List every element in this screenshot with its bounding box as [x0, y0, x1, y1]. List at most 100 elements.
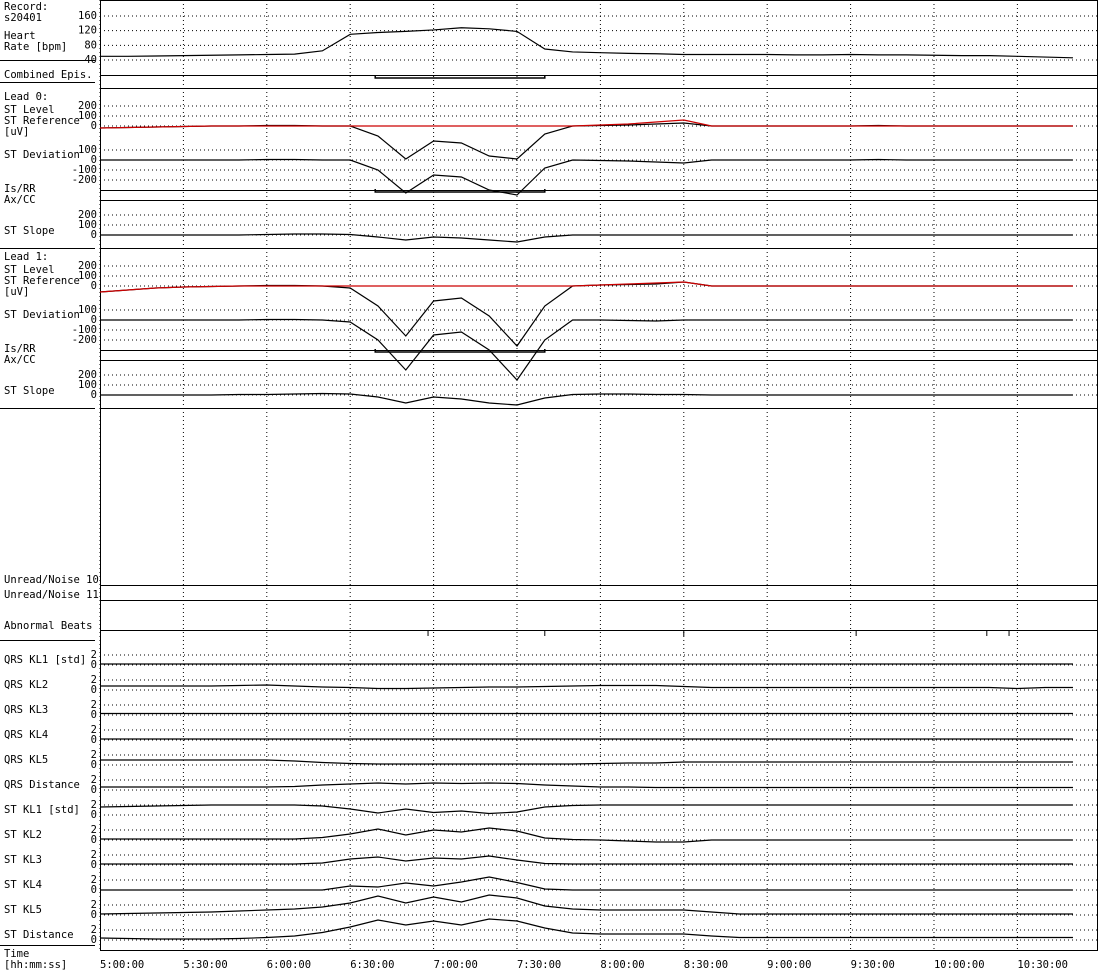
y-tick-label: -100: [72, 324, 97, 336]
panel-label: ST KL3: [4, 854, 42, 866]
trace: [99, 119, 1073, 129]
axis-label: [hh:mm:ss]: [4, 959, 67, 970]
y-tick-label: 100: [78, 379, 97, 391]
y-tick-label: 0: [91, 834, 97, 846]
y-tick-label: 2: [91, 874, 97, 886]
y-tick-label: 100: [78, 304, 97, 316]
panel-label: Lead 1:: [4, 251, 48, 263]
x-tick-label: 5:00:00: [100, 959, 144, 970]
y-tick-label: 100: [78, 219, 97, 231]
panel-label: Is/RR: [4, 343, 36, 355]
y-tick-label: 200: [78, 260, 97, 272]
trace: [99, 894, 1073, 915]
y-tick-label: -100: [72, 164, 97, 176]
episode: [374, 189, 546, 193]
y-tick-label: 2: [91, 699, 97, 711]
y-tick-label: 80: [84, 39, 97, 51]
panel-label: Rate [bpm]: [4, 41, 67, 53]
y-tick-label: 0: [91, 154, 97, 166]
panel-label: Ax/CC: [4, 354, 36, 366]
panel-label: ST KL2: [4, 829, 42, 841]
trace: [100, 27, 1073, 59]
x-tick-label: 8:00:00: [600, 959, 644, 970]
frame: [0, 0, 1098, 951]
panel-label: Is/RR: [4, 183, 36, 195]
panel-label: ST Reference: [4, 115, 80, 127]
y-tick-label: 0: [91, 934, 97, 946]
panel-label: ST Slope: [4, 385, 55, 397]
panel-label: QRS KL3: [4, 704, 48, 716]
panel-label: QRS KL2: [4, 679, 48, 691]
y-tick-label: -200: [72, 174, 97, 186]
y-tick-label: 0: [91, 229, 97, 241]
trace: [100, 827, 1073, 843]
episode: [374, 75, 546, 79]
x-tick-label: 10:30:00: [1017, 959, 1068, 970]
panel-label: Ax/CC: [4, 194, 36, 206]
y-tick-label: 100: [78, 270, 97, 282]
trace: [99, 122, 1073, 160]
panel-label: QRS Distance: [4, 779, 80, 791]
plot-frame: [100, 0, 1098, 951]
y-tick-label: 120: [78, 25, 97, 37]
y-tick-label: 100: [78, 110, 97, 122]
record-id: s20401: [4, 12, 42, 24]
trace: [100, 233, 1073, 243]
y-tick-label: 2: [91, 649, 97, 661]
y-tick-label: 2: [91, 724, 97, 736]
y-tick-label: 2: [91, 774, 97, 786]
y-tick-label: 40: [84, 54, 97, 66]
panel-label: [uV]: [4, 286, 29, 298]
y-tick-label: 0: [91, 909, 97, 921]
y-tick-label: 0: [91, 684, 97, 696]
panel-label: QRS KL4: [4, 729, 48, 741]
y-tick-label: 0: [91, 859, 97, 871]
panel-label: ST Deviation: [4, 309, 80, 321]
y-tick-label: 2: [91, 899, 97, 911]
y-tick-label: 2: [91, 824, 97, 836]
trace: [100, 392, 1073, 406]
y-tick-label: 0: [91, 784, 97, 796]
y-tick-label: 0: [91, 734, 97, 746]
trace: [100, 876, 1073, 891]
y-tick-label: 2: [91, 674, 97, 686]
panel-label: Unread/Noise 11: [4, 589, 99, 601]
record-label: Record:: [4, 1, 48, 13]
panel-label: ST Slope: [4, 225, 55, 237]
panel-label: ST Level: [4, 264, 55, 276]
x-tick-label: 6:30:00: [350, 959, 394, 970]
y-tick-label: 200: [78, 369, 97, 381]
panel-label: ST Deviation: [4, 149, 80, 161]
panel-label: [uV]: [4, 126, 29, 138]
panel-label: ST Level: [4, 104, 55, 116]
x-tick-label: 6:00:00: [267, 959, 311, 970]
y-tick-label: 2: [91, 924, 97, 936]
y-tick-label: 2: [91, 849, 97, 861]
y-tick-label: 0: [91, 389, 97, 401]
y-tick-label: 0: [91, 280, 97, 292]
trace: [100, 684, 1073, 690]
episode: [374, 349, 546, 353]
trace: [100, 782, 1073, 789]
panel-label: Heart: [4, 30, 36, 42]
trace: [99, 918, 1073, 940]
y-tick-label: 0: [91, 314, 97, 326]
y-tick-label: -200: [72, 334, 97, 346]
y-tick-label: 0: [91, 809, 97, 821]
y-tick-label: 0: [91, 759, 97, 771]
panel-label: ST KL4: [4, 879, 42, 891]
panel-label: Lead 0:: [4, 91, 48, 103]
x-tick-label: 8:30:00: [684, 959, 728, 970]
y-tick-label: 0: [91, 659, 97, 671]
panel-label: ST KL1 [std]: [4, 804, 80, 816]
panel-label: Unread/Noise 10: [4, 574, 99, 586]
x-tick-label: 9:30:00: [851, 959, 895, 970]
trace: [100, 759, 1073, 765]
y-tick-label: 160: [78, 10, 97, 22]
trace: [99, 281, 1073, 293]
x-tick-label: 10:00:00: [934, 959, 985, 970]
trace: [100, 855, 1073, 865]
trace: [100, 318, 1073, 381]
y-tick-label: 100: [78, 144, 97, 156]
